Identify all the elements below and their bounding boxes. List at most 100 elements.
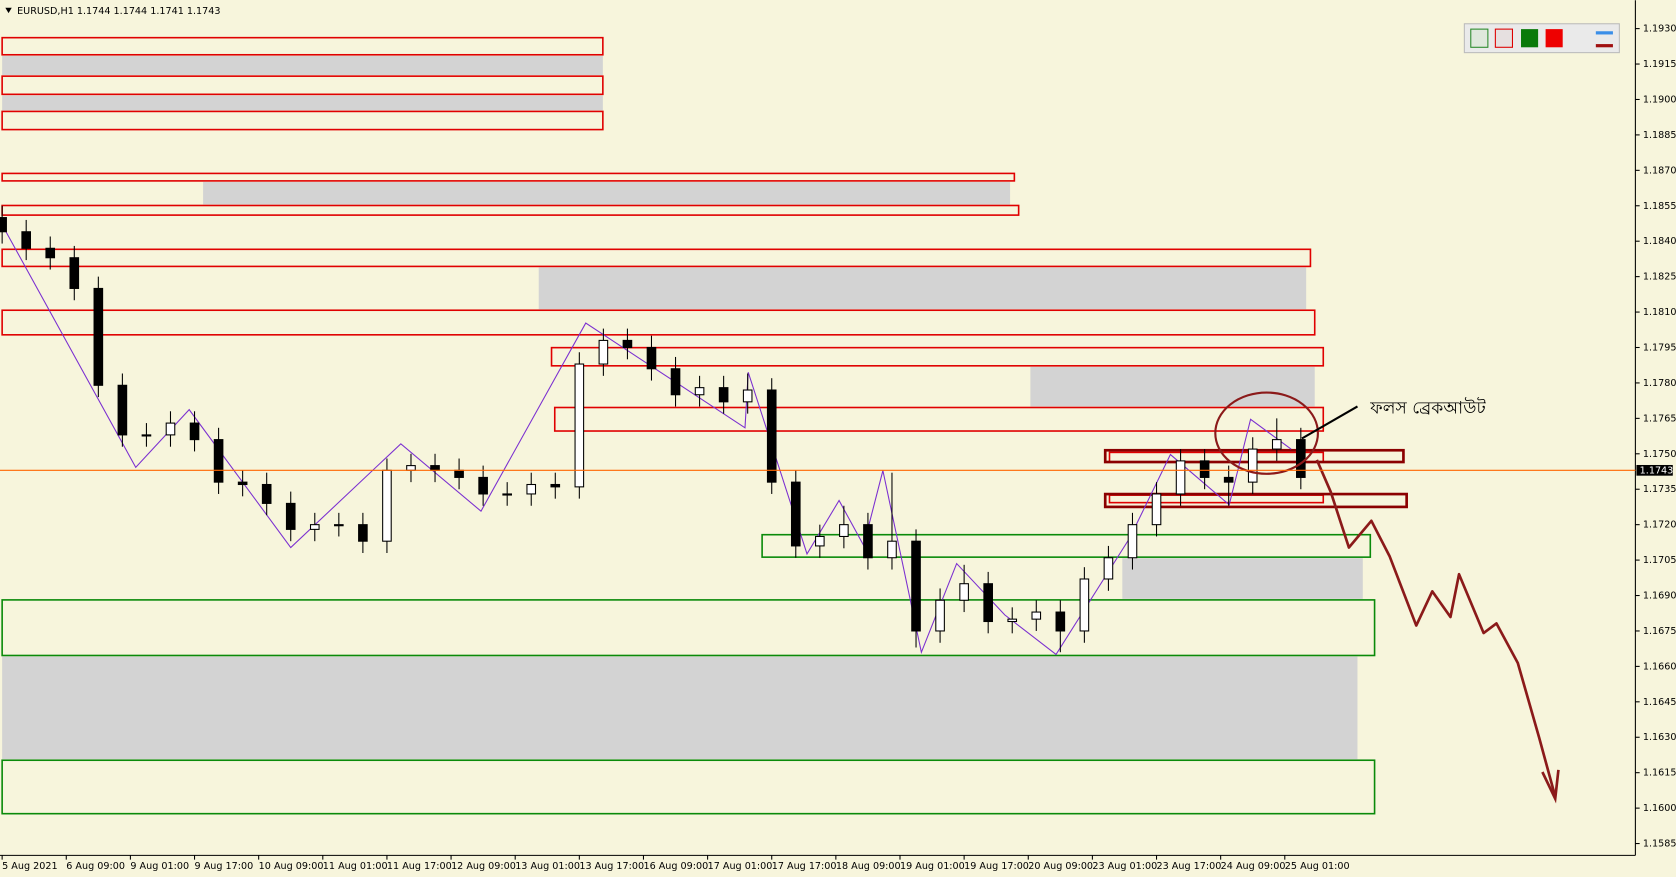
x-tick-label: 19 Aug 17:00 [964, 861, 1029, 872]
y-tick-label: 1.1780 [1643, 378, 1676, 389]
y-tick-label: 1.1585 [1643, 839, 1676, 850]
x-tick-label: 20 Aug 09:00 [1028, 861, 1093, 872]
zone [1, 309, 1316, 336]
zigzag [1, 224, 1292, 656]
y-tick-label: 1.1765 [1643, 413, 1676, 424]
zone [1, 248, 1312, 268]
candle-body [189, 422, 200, 441]
candle-body [959, 583, 969, 601]
projection-arrowhead [1541, 769, 1560, 804]
y-tick-label: 1.1750 [1643, 449, 1676, 460]
candle-body [0, 217, 7, 233]
tool-icon[interactable] [1470, 28, 1489, 48]
zone [2, 656, 1358, 760]
tool-icon[interactable] [1595, 44, 1613, 48]
y-tick-label: 1.1825 [1643, 272, 1676, 283]
candle-body [237, 481, 248, 486]
x-tick-label: 10 Aug 09:00 [259, 861, 324, 872]
candle-body [141, 434, 152, 437]
x-tick-label: 23 Aug 17:00 [1157, 861, 1222, 872]
y-tick-label: 1.1885 [1643, 130, 1676, 141]
zones [1, 36, 1408, 815]
candle-body [165, 422, 176, 436]
candle-body [406, 465, 416, 471]
toolbar-box [1463, 23, 1620, 54]
pointer-line [1301, 405, 1359, 440]
toolbar [1463, 23, 1620, 54]
y-tick-label: 1.1735 [1643, 484, 1676, 495]
zone [1122, 558, 1363, 599]
zone [2, 55, 603, 76]
highlight-circle [1214, 391, 1319, 475]
x-tick-label: 17 Aug 17:00 [772, 861, 837, 872]
candle-body [526, 483, 537, 495]
y-tick-label: 1.1720 [1643, 520, 1676, 531]
candle-body [502, 493, 512, 496]
candle-body [309, 524, 320, 530]
y-tick-label: 1.1630 [1643, 732, 1676, 743]
candle-body [718, 387, 729, 403]
candle-body [478, 476, 488, 495]
y-tick-label: 1.1645 [1643, 697, 1676, 708]
candle-body [1103, 557, 1114, 580]
zone [1, 599, 1376, 657]
candle-body [766, 389, 777, 483]
menu-arrow[interactable] [5, 7, 12, 14]
candle-body [1296, 439, 1306, 478]
candle-body [69, 257, 80, 289]
x-tick-label: 13 Aug 17:00 [579, 861, 644, 872]
x-tick-label: 24 Aug 09:00 [1221, 861, 1286, 872]
y-tick-label: 1.1855 [1643, 201, 1676, 212]
candle-body [598, 339, 609, 365]
candle-body [382, 469, 392, 542]
candle-body [261, 483, 272, 504]
candle-body [45, 247, 56, 259]
candle-body [935, 599, 945, 632]
candle-body [454, 469, 464, 478]
price-label: 1.1743 [1640, 465, 1674, 476]
y-tick-label: 1.1840 [1643, 236, 1676, 247]
candle-body [334, 524, 344, 527]
annotation: ফলস ব্রেকআউট [1369, 398, 1486, 419]
x-tick-label: 11 Aug 17:00 [387, 861, 452, 872]
candle-body [742, 389, 753, 403]
candle-body [887, 540, 897, 559]
candle-body [21, 231, 31, 249]
candle-body [622, 339, 633, 349]
zone [1, 75, 604, 96]
y-tick-label: 1.1660 [1643, 661, 1676, 672]
y-tick-label: 1.1600 [1643, 803, 1676, 814]
x-tick-label: 18 Aug 09:00 [836, 861, 901, 872]
x-tick-label: 12 Aug 09:00 [451, 861, 516, 872]
x-tick-label: 9 Aug 01:00 [130, 861, 189, 872]
candle-body [646, 346, 657, 370]
candle-body [430, 465, 440, 471]
zone [2, 95, 603, 111]
zone [761, 533, 1372, 558]
candle-body [1175, 460, 1186, 495]
candle-body [1031, 611, 1042, 620]
tool-icon[interactable] [1521, 29, 1539, 48]
candle-body [1055, 611, 1066, 632]
tool-icon[interactable] [1595, 31, 1613, 35]
candle-body [1271, 439, 1282, 450]
candle-body [1127, 524, 1138, 559]
zone [203, 181, 1011, 205]
y-tick-label: 1.1870 [1643, 165, 1676, 176]
candle-body [1007, 618, 1018, 623]
x-tick-label: 25 Aug 01:00 [1285, 861, 1350, 872]
candle-body [1199, 460, 1210, 478]
zone [1, 36, 604, 56]
y-tick-label: 1.1795 [1643, 342, 1676, 353]
candle-body [839, 524, 849, 538]
candle-body [815, 535, 825, 547]
tool-icon[interactable] [1494, 28, 1513, 48]
y-tick-label: 1.1930 [1643, 24, 1676, 35]
y-tick-label: 1.1915 [1643, 59, 1676, 70]
candle-body [93, 287, 104, 386]
y-tick-label: 1.1810 [1643, 307, 1676, 318]
candle-body [863, 524, 873, 559]
zone [1030, 366, 1315, 407]
tool-icon[interactable] [1545, 29, 1563, 48]
